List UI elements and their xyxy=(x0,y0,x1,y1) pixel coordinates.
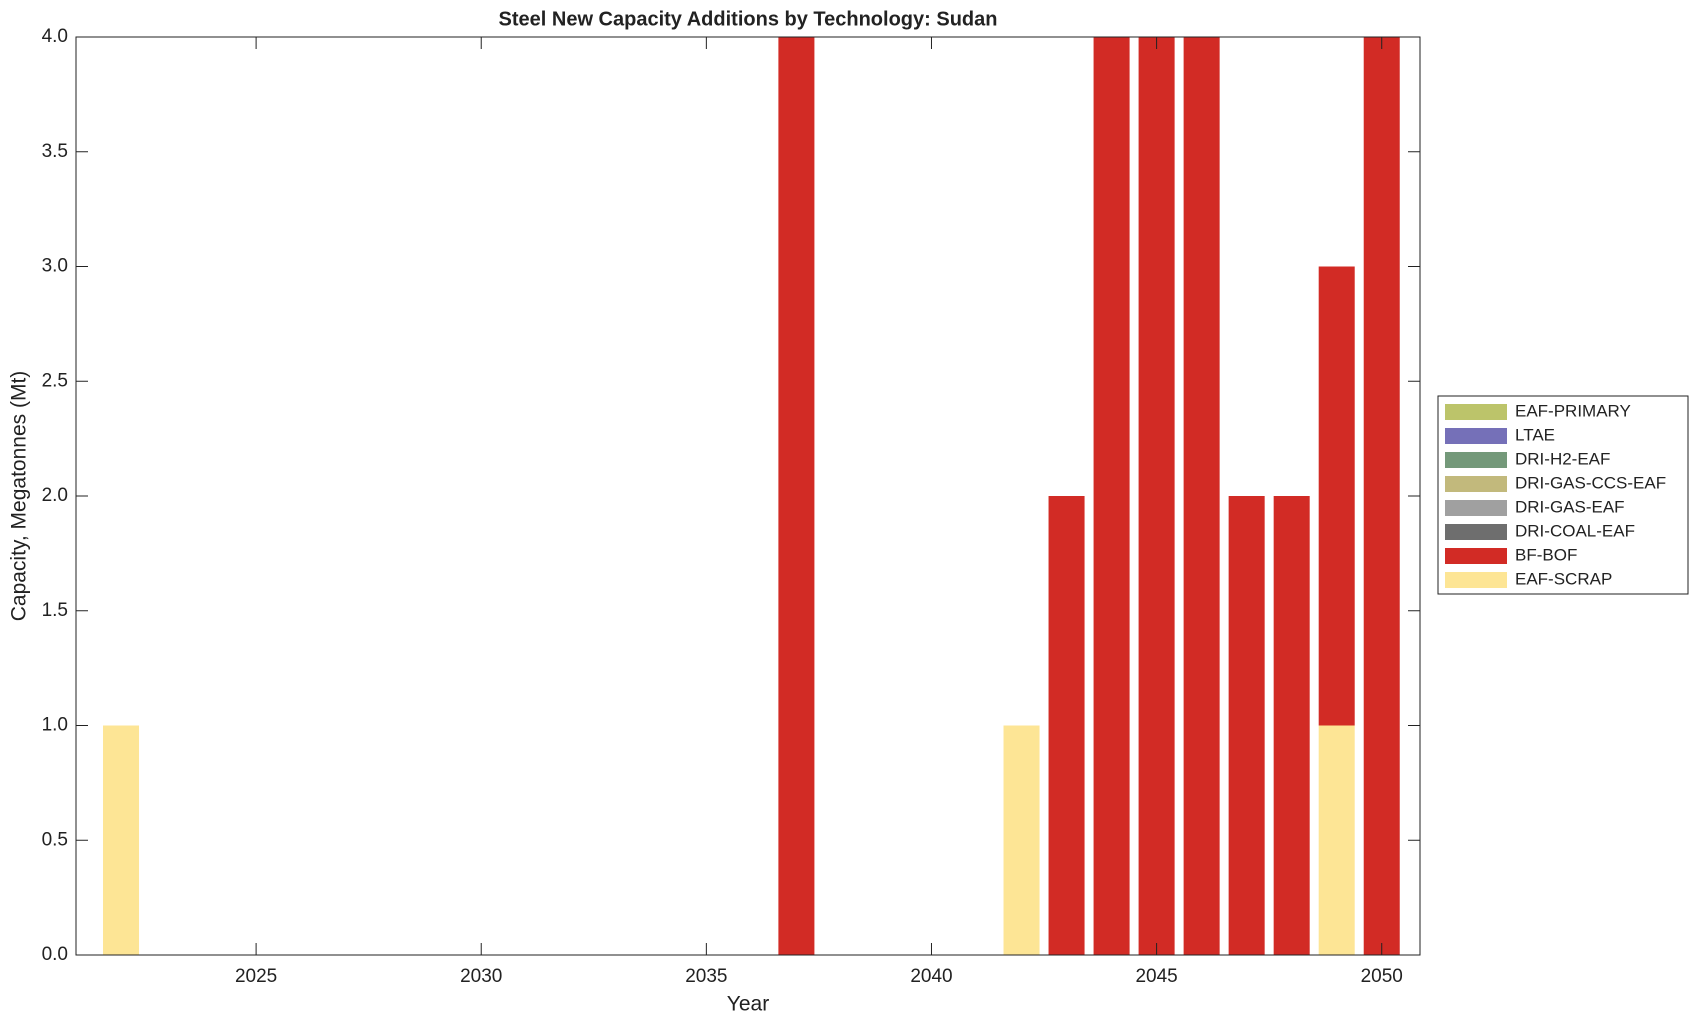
y-axis-label: Capacity, Megatonnes (Mt) xyxy=(8,371,31,622)
x-tick-label: 2040 xyxy=(910,966,952,987)
legend-swatch xyxy=(1445,548,1507,564)
y-tick-label: 3.0 xyxy=(42,256,68,277)
legend-label: DRI-GAS-EAF xyxy=(1515,497,1625,516)
legend-label: LTAE xyxy=(1515,425,1555,444)
bar-segment xyxy=(1093,37,1130,955)
y-tick-label: 0.0 xyxy=(42,944,68,965)
y-tick-label: 2.0 xyxy=(42,485,68,506)
legend-label: DRI-H2-EAF xyxy=(1515,449,1610,468)
bar-segment xyxy=(103,725,140,955)
y-tick-label: 0.5 xyxy=(42,829,68,850)
legend-label: EAF-PRIMARY xyxy=(1515,401,1631,420)
bar-segment xyxy=(1183,37,1220,955)
bar-segment xyxy=(1318,725,1355,955)
legend-swatch xyxy=(1445,524,1507,540)
legend-swatch xyxy=(1445,452,1507,468)
y-tick-label: 3.5 xyxy=(42,141,68,162)
bar-segment xyxy=(1363,37,1400,955)
legend-swatch xyxy=(1445,572,1507,588)
bar-segment xyxy=(1003,725,1040,955)
x-tick-label: 2050 xyxy=(1361,966,1403,987)
y-tick-label: 1.0 xyxy=(42,715,68,736)
x-tick-label: 2025 xyxy=(235,966,277,987)
legend-label: BF-BOF xyxy=(1515,545,1577,564)
bars xyxy=(103,37,1400,955)
x-tick-label: 2045 xyxy=(1135,966,1177,987)
bar-segment xyxy=(1273,496,1310,955)
bar-segment xyxy=(1138,37,1175,955)
chart-title: Steel New Capacity Additions by Technolo… xyxy=(499,8,998,30)
x-axis-label: Year xyxy=(727,993,769,1016)
legend-swatch xyxy=(1445,428,1507,444)
bar-segment xyxy=(1318,266,1355,726)
x-tick-label: 2035 xyxy=(685,966,727,987)
legend-swatch xyxy=(1445,500,1507,516)
y-tick-label: 4.0 xyxy=(42,26,68,47)
legend-label: EAF-SCRAP xyxy=(1515,569,1612,588)
legend-label: DRI-COAL-EAF xyxy=(1515,521,1635,540)
legend-swatch xyxy=(1445,476,1507,492)
y-tick-label: 1.5 xyxy=(42,600,68,621)
legend-swatch xyxy=(1445,404,1507,420)
x-tick-label: 2030 xyxy=(460,966,502,987)
bar-segment xyxy=(1048,496,1085,955)
legend-label: DRI-GAS-CCS-EAF xyxy=(1515,473,1666,492)
bar-segment xyxy=(1228,496,1265,955)
y-tick-label: 2.5 xyxy=(42,370,68,391)
bar-segment xyxy=(778,37,815,955)
